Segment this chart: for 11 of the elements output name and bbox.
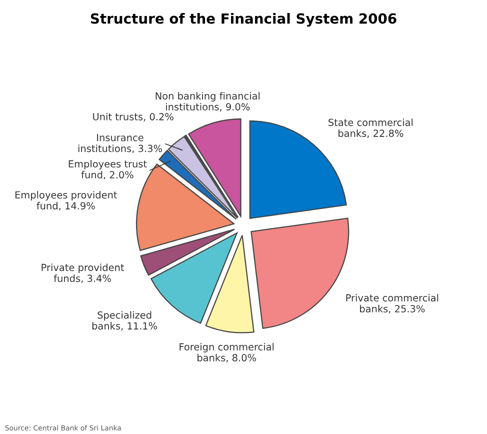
slice-label: Insurance institutions, 3.3% [78, 134, 162, 154]
slice-label: Private provident funds, 3.4% [42, 264, 124, 284]
slice-label: Unit trusts, 0.2% [93, 112, 174, 122]
slice-label: Private commercial banks, 25.3% [346, 294, 438, 314]
slice-label: State commercial banks, 22.8% [328, 118, 413, 138]
slice-label: Foreign commercial banks, 8.0% [180, 342, 274, 362]
slice-label: Employees trust fund, 2.0% [68, 160, 147, 180]
slice-label: Specialized banks, 11.1% [92, 311, 158, 331]
slice-label: Non banking financial institutions, 9.0% [156, 92, 260, 112]
slice-label: Employees provident fund, 14.9% [15, 191, 118, 210]
chart-title: Structure of the Financial System 2006 [90, 13, 396, 27]
